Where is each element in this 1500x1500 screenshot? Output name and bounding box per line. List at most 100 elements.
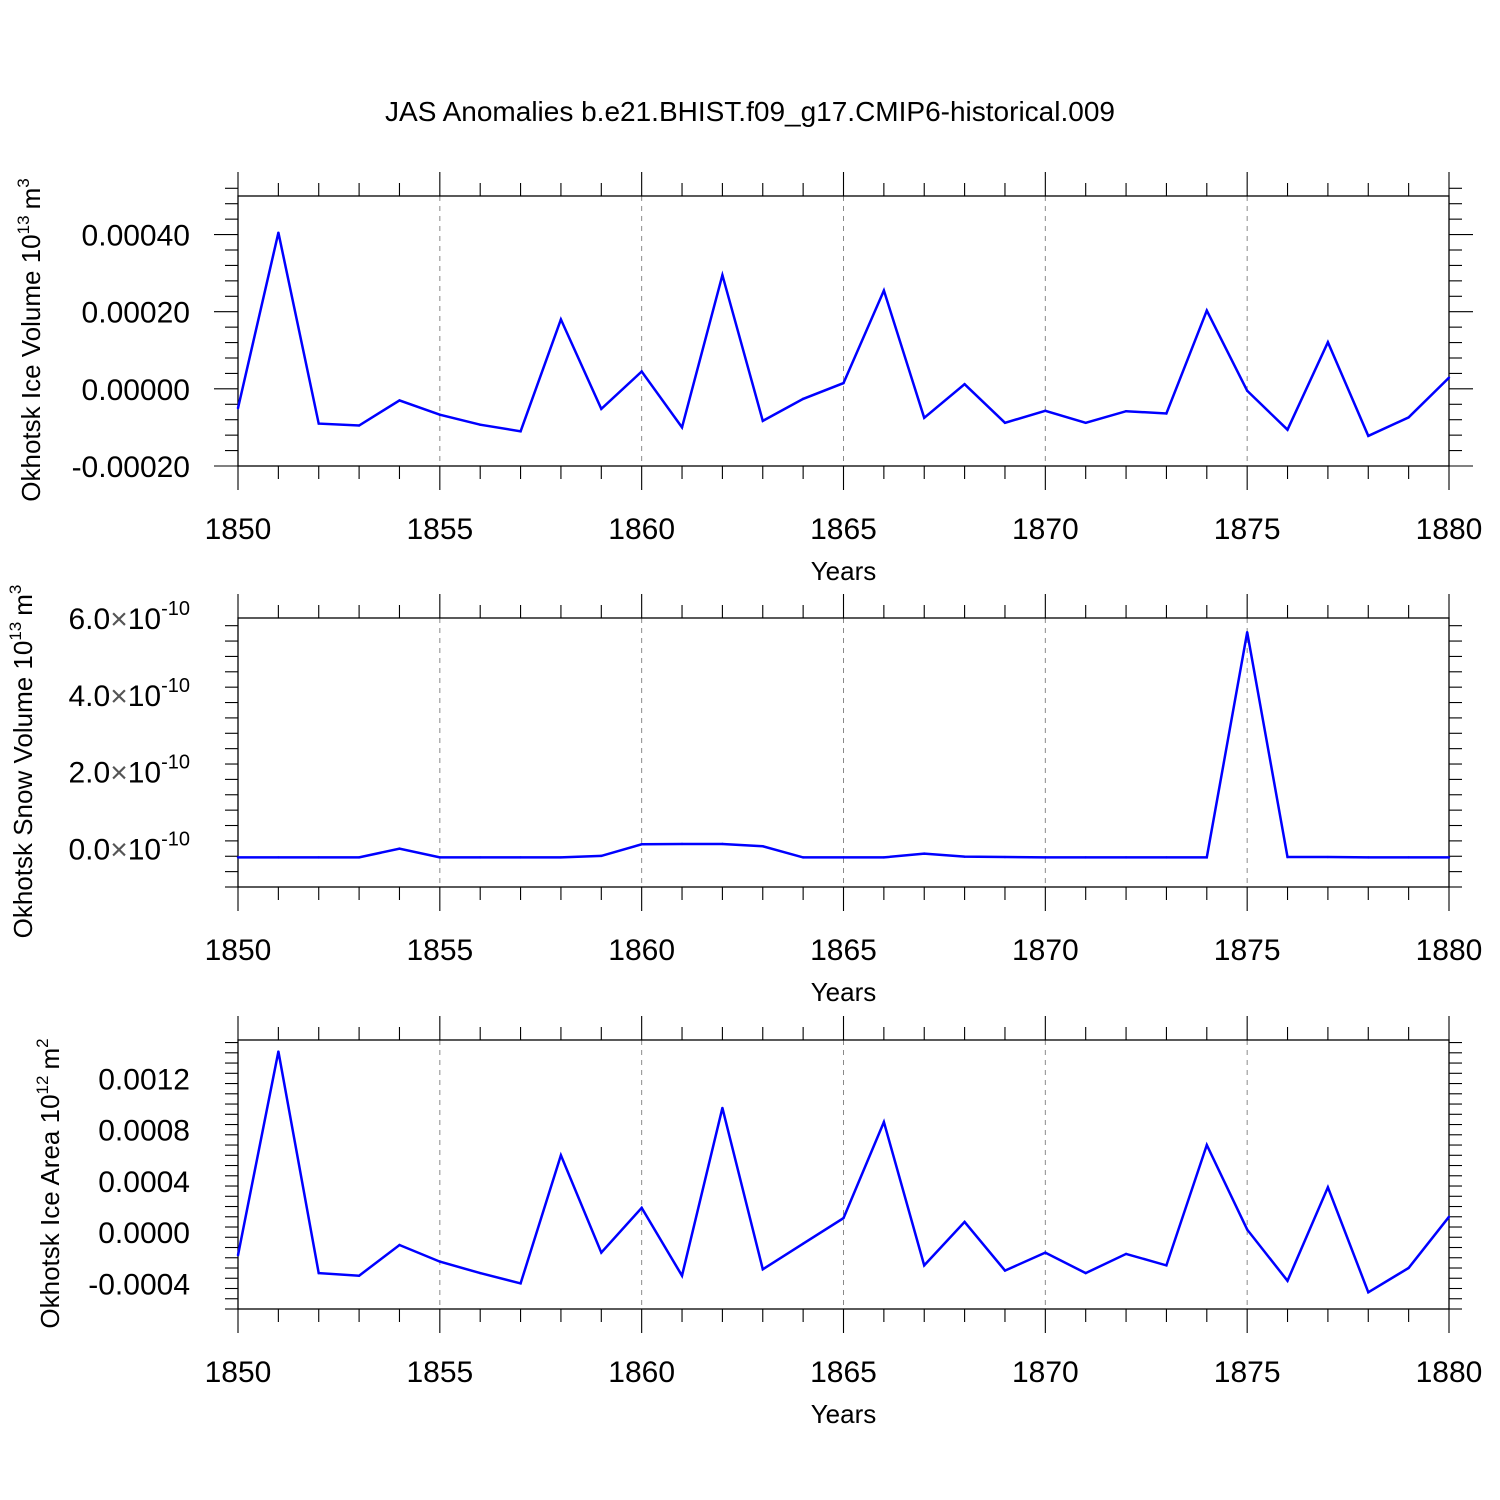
snow-volume-data-point [357,856,361,859]
tick-base: 10 [128,834,161,867]
ice-area-y-axis-label-exp: 12 [33,1076,52,1095]
snow-volume-data-point [1124,856,1128,859]
ice-area-data-point [1286,1279,1289,1283]
snow-volume-data-point [1407,856,1410,859]
ice-area-data-point [1003,1269,1007,1272]
ice-volume-x-tick-label: 1875 [1214,513,1281,546]
ice-area-data-point [923,1264,926,1267]
tick-exponent: -10 [161,675,190,697]
snow-volume-data-point [842,856,845,859]
ice-area-data-point [721,1106,724,1110]
snow-volume-data-point [317,856,320,859]
snow-volume-data-point [600,854,603,858]
ice-volume-data-point [519,430,522,433]
ice-volume-y-tick-label: 0.00020 [82,297,190,330]
snow-volume-x-tick-label: 1860 [608,934,675,967]
ice-area-y-tick-label: 0.0000 [98,1217,190,1250]
snow-volume-x-axis-label: Years [811,977,877,1007]
snow-volume-y-axis-label: Okhotsk Snow Volume 1013 m3 [6,585,38,939]
ice-volume-data-point [277,231,280,234]
snow-volume-panel: 1850 1855 1860 1865 1870 1875 1880Years0.0×10-… [6,585,1482,1007]
ice-volume-data-point [801,397,805,401]
ice-volume-data-point [1205,309,1209,312]
tick-base: 10 [128,603,161,636]
snow-volume-x-tick-label: 1865 [810,934,877,967]
snow-volume-data-point [1286,855,1289,859]
snow-volume-data-point [1084,856,1087,859]
ice-area-data-point [559,1154,563,1157]
snow-volume-data-point [1165,856,1168,859]
tick-mantissa: 2.0 [68,757,110,790]
snow-volume-data-point [761,845,764,848]
snow-volume-data-point [438,856,442,859]
ice-area-data-point [357,1274,361,1277]
snow-volume-data-point [882,856,886,859]
snow-volume-data-point [963,855,966,858]
snow-volume-y-axis-label-unit: m [8,594,38,616]
ice-area-data-point [842,1216,845,1220]
ice-area-data-point [1407,1266,1410,1270]
ice-area-panel: 1850 1855 1860 1865 1870 1875 1880 Years -0.0004… [33,1016,1482,1429]
snow-volume-y-axis-label-exp: 13 [6,622,25,641]
ice-area-y-axis-label-text: Okhotsk Ice Area 10 [35,1094,65,1328]
ice-area-data-point [801,1242,805,1245]
ice-volume-data-point [1165,412,1168,415]
ice-area-data-point [398,1243,401,1247]
tick-exponent: -10 [161,829,190,851]
ice-area-data-point [1245,1228,1249,1231]
ice-area-data-point [1447,1215,1451,1218]
snow-volume-data-point [1367,856,1370,859]
snow-volume-y-tick-label: 2.0×10-10 [68,752,190,790]
ice-area-data-point [317,1271,320,1275]
snow-volume-y-axis-label-unit-exp: 3 [6,585,25,594]
ice-volume-data-point [923,416,926,419]
ice-volume-y-tick-label: -0.00020 [72,451,190,484]
ice-volume-x-axis-label: Years [811,556,877,586]
snow-volume-x-tick-label: 1880 [1416,934,1483,967]
tick-base: 10 [128,757,161,790]
snow-volume-data-point [1044,856,1047,859]
ice-area-data-point [479,1271,482,1275]
ice-volume-y-axis-label-exp: 13 [14,215,33,234]
ice-volume-data-point [600,407,603,411]
ice-area-y-tick-label: -0.0004 [88,1268,190,1301]
ice-volume-data-point [438,413,442,416]
ice-area-data-point [438,1260,442,1263]
snow-volume-data-point [1326,855,1330,859]
ice-area-x-tick-label: 1865 [810,1356,877,1389]
ice-area-x-tick-label: 1860 [608,1356,675,1389]
tick-times: × [110,603,128,636]
snow-volume-data-point [559,856,563,859]
ice-area-data-point [882,1120,886,1124]
snow-volume-series-line [238,631,1449,859]
ice-area-data-point [1044,1251,1047,1254]
ice-area-y-tick-label: 0.0004 [98,1166,190,1199]
ice-area-y-tick-label: 0.0012 [98,1063,190,1096]
ice-volume-series-line [236,232,1450,438]
ice-area-x-axis-label: Years [811,1399,877,1429]
ice-area-data-point [1367,1291,1370,1294]
ice-volume-y-axis-label-unit: m [16,188,46,210]
snow-volume-data-point [1205,856,1209,859]
ice-volume-data-point [559,318,563,321]
tick-mantissa: 4.0 [68,680,110,713]
snow-volume-data-point [236,856,240,859]
tick-exponent: -10 [161,598,190,620]
tick-base: 10 [128,680,161,713]
snow-volume-data-point [801,856,805,859]
figure-title: JAS Anomalies b.e21.BHIST.f09_g17.CMIP6-… [385,96,1115,127]
ice-volume-data-point [479,423,482,426]
ice-area-x-tick-label: 1875 [1214,1356,1281,1389]
ice-volume-data-point [1245,389,1249,392]
ice-area-data-point [600,1251,603,1254]
ice-area-data-point [761,1268,764,1271]
ice-volume-x-tick-label: 1855 [406,513,473,546]
ice-area-y-axis-label: Okhotsk Ice Area 1012 m2 [33,1038,65,1328]
tick-times: × [110,680,128,713]
ice-volume-x-tick-label: 1870 [1012,513,1079,546]
snow-volume-y-axis-label-text: Okhotsk Snow Volume 10 [8,641,38,939]
ice-area-data-point [519,1282,522,1285]
ice-volume-y-tick-label: 0.00000 [82,374,190,407]
ice-area-data-point [640,1206,643,1210]
ice-volume-data-point [761,419,764,423]
